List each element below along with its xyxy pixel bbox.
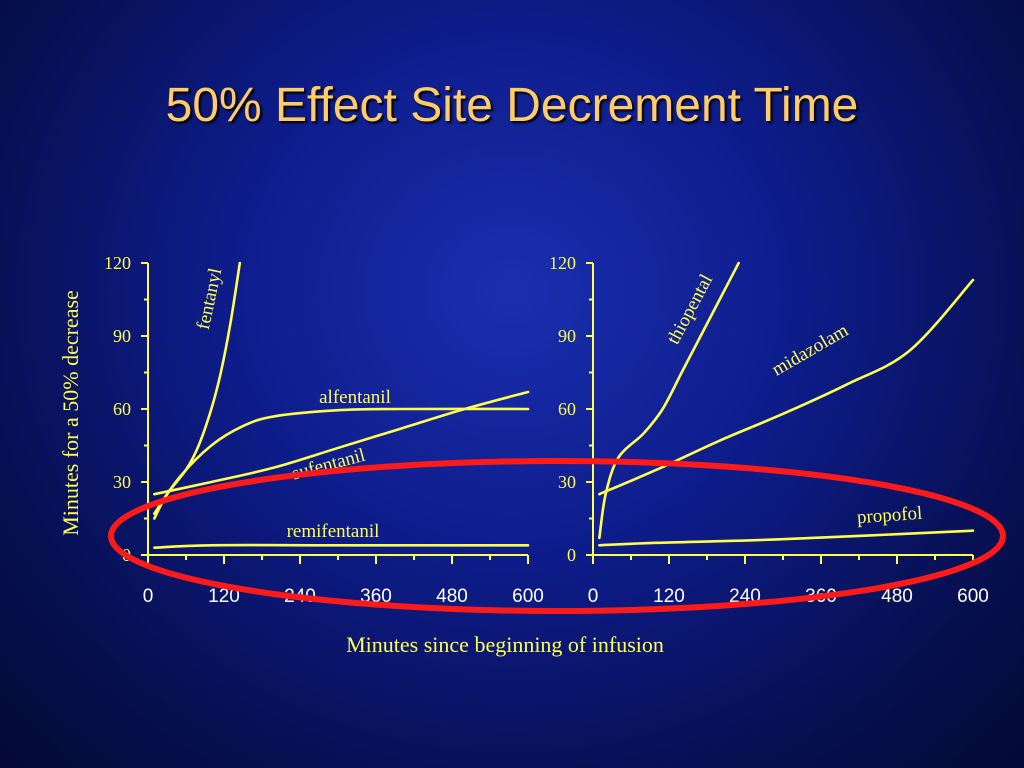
series-label-remifentanil: remifentanil — [287, 521, 380, 542]
series-label-thiopental: thiopental — [663, 271, 717, 348]
y-tick-label: 90 — [558, 326, 576, 346]
x-tick-label: 0 — [143, 586, 154, 607]
series-line-midazolam — [598, 278, 975, 496]
slide-title: 50% Effect Site Decrement Time — [165, 79, 859, 132]
x-tick-label: 480 — [436, 586, 468, 607]
y-tick-label: 120 — [104, 253, 131, 273]
y-tick-label: 60 — [113, 399, 131, 419]
series-label-propofol: propofol — [856, 503, 923, 529]
y-tick-label: 0 — [567, 545, 576, 565]
series-line-thiopental — [598, 261, 740, 540]
x-tick-label: 120 — [208, 586, 240, 607]
y-tick-label: 90 — [113, 326, 131, 346]
series-line-alfentanil — [153, 407, 530, 515]
series-line-fentanyl — [153, 261, 242, 520]
y-tick-label: 30 — [113, 472, 131, 492]
y-tick-label: 60 — [558, 399, 576, 419]
x-tick-label: 120 — [653, 586, 685, 607]
series-label-midazolam: midazolam — [768, 320, 852, 381]
x-axis-label: Minutes since beginning of infusion — [346, 632, 664, 657]
x-tick-label: 0 — [588, 586, 599, 607]
highlight-ellipse — [108, 458, 1006, 614]
x-tick-label: 600 — [512, 586, 544, 607]
series-label-alfentanil: alfentanil — [319, 387, 391, 408]
series-line-propofol — [598, 529, 975, 547]
x-tick-label: 480 — [881, 586, 913, 607]
y-axis-label: Minutes for a 50% decrease — [58, 290, 83, 536]
x-tick-label: 600 — [957, 586, 989, 607]
series-label-fentanyl: fentanyl — [193, 266, 226, 331]
y-tick-label: 30 — [558, 472, 576, 492]
series-line-sufentanil — [153, 390, 530, 496]
series-line-remifentanil — [153, 543, 530, 549]
y-tick-label: 120 — [549, 253, 576, 273]
